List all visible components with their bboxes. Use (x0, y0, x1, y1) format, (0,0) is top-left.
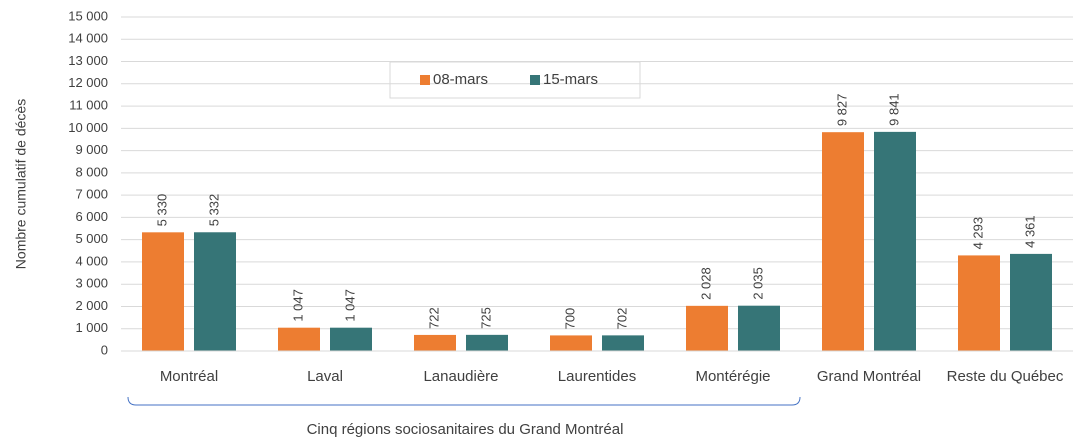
y-tick-label: 14 000 (68, 31, 108, 46)
value-label: 9 827 (834, 94, 849, 127)
value-label: 1 047 (342, 289, 357, 322)
y-axis-label: Nombre cumulatif de décès (13, 99, 29, 269)
y-tick-label: 1 000 (75, 320, 108, 335)
value-label: 722 (426, 307, 441, 329)
bar (958, 255, 1000, 351)
bar (550, 335, 592, 351)
y-tick-label: 8 000 (75, 164, 108, 179)
y-tick-label: 0 (101, 342, 108, 357)
y-tick-label: 3 000 (75, 276, 108, 291)
y-tick-label: 12 000 (68, 75, 108, 90)
value-label: 725 (478, 307, 493, 329)
value-label: 5 332 (206, 194, 221, 227)
bar (414, 334, 456, 351)
bar (466, 334, 508, 351)
bar (686, 305, 728, 351)
y-tick-label: 9 000 (75, 142, 108, 157)
y-tick-label: 15 000 (68, 8, 108, 23)
y-tick-label: 4 000 (75, 253, 108, 268)
bar (738, 305, 780, 351)
bar (142, 232, 184, 351)
bar (602, 335, 644, 351)
x-tick-label: Reste du Québec (947, 368, 1064, 385)
value-label: 2 028 (698, 267, 713, 300)
annotation: Cinq régions sociosanitaires du Grand Mo… (307, 421, 624, 438)
value-label: 2 035 (750, 267, 765, 300)
value-label: 700 (562, 308, 577, 330)
legend-swatch (420, 75, 430, 85)
bar (278, 327, 320, 351)
x-tick-label: Montérégie (695, 368, 770, 385)
y-tick-label: 10 000 (68, 120, 108, 135)
bar (194, 232, 236, 351)
legend-label: 15-mars (543, 71, 598, 88)
value-label: 9 841 (886, 93, 901, 126)
y-tick-label: 7 000 (75, 187, 108, 202)
bar (822, 132, 864, 351)
legend-swatch (530, 75, 540, 85)
y-tick-label: 6 000 (75, 209, 108, 224)
y-tick-label: 2 000 (75, 298, 108, 313)
y-tick-label: 11 000 (69, 98, 108, 113)
legend-box (389, 61, 641, 99)
bracket (127, 396, 801, 406)
x-tick-label: Laval (307, 368, 343, 385)
x-tick-label: Montréal (160, 368, 218, 385)
x-tick-label: Lanaudière (423, 368, 498, 385)
bar (330, 327, 372, 351)
value-label: 5 330 (154, 194, 169, 227)
y-tick-label: 13 000 (68, 53, 108, 68)
value-label: 4 361 (1022, 215, 1037, 248)
value-label: 1 047 (290, 289, 305, 322)
value-label: 4 293 (970, 217, 985, 250)
value-label: 702 (614, 308, 629, 330)
y-tick-label: 5 000 (75, 231, 108, 246)
legend-label: 08-mars (433, 71, 488, 88)
x-tick-label: Grand Montréal (817, 368, 921, 385)
bar (874, 131, 916, 351)
bar (1010, 253, 1052, 351)
x-tick-label: Laurentides (558, 368, 636, 385)
